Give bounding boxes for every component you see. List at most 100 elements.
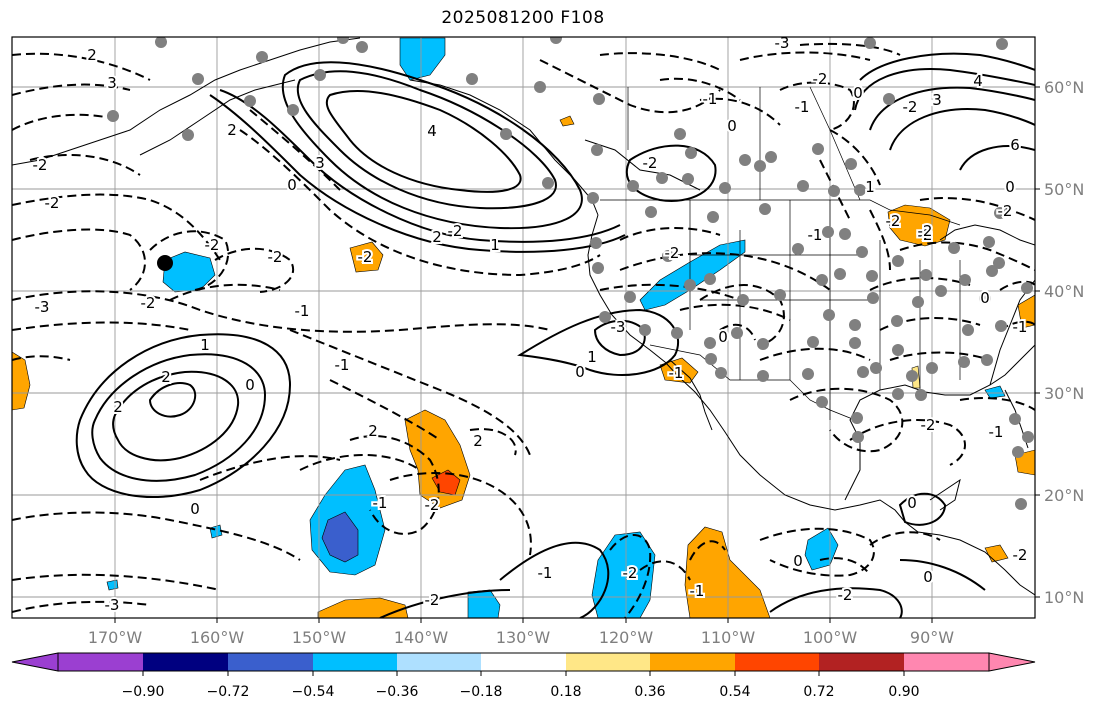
contour-label: -2 [903, 98, 918, 116]
contour-label: 4 [973, 72, 983, 90]
contour-label: 2 [87, 46, 97, 64]
contour-label: 1 [490, 236, 500, 254]
contour-label: -3 [611, 318, 626, 336]
contour-label: 0 [923, 568, 933, 586]
lon-tick-labels: 170°W 160°W 150°W 140°W 130°W 120°W 110°… [88, 628, 954, 647]
contour-label: 6 [1010, 136, 1020, 154]
lon-tick-label: 150°W [292, 628, 347, 647]
contour-label: 0 [727, 117, 737, 135]
contour-label: 0 [287, 176, 297, 194]
contour-label: -2 [205, 236, 220, 254]
colorbar-segment [143, 653, 228, 671]
contour-label: 2 [473, 432, 483, 450]
colorbar-segment [735, 653, 819, 671]
contour-label: 3 [932, 91, 942, 109]
colorbar-segment [228, 653, 313, 671]
contour-label: -1 [1013, 318, 1028, 336]
contour-label: -1 [690, 582, 705, 600]
contour-label: 0 [575, 363, 585, 381]
colorbar-tick-label: −0.72 [207, 684, 250, 700]
lon-tick-label: 100°W [803, 628, 858, 647]
colorbar-segment [566, 653, 650, 671]
contour-label: -1 [373, 494, 388, 512]
lat-tick-marks [1035, 86, 1040, 598]
lat-tick-label: 30°N [1044, 384, 1084, 403]
contours-dashed [12, 42, 1035, 618]
colorbar-segment [904, 653, 989, 671]
colorbar-under-arrow [11, 652, 59, 672]
colorbar-tick-label: −0.36 [376, 684, 419, 700]
contour-label: -2 [623, 564, 638, 582]
orange-region [684, 526, 771, 618]
contour-label: -2 [425, 591, 440, 609]
cyan-region [399, 37, 446, 81]
contour-label: -2 [141, 294, 156, 312]
lat-tick-label: 20°N [1044, 486, 1084, 505]
orange-region [12, 351, 31, 411]
lat-tick-label: 60°N [1044, 78, 1084, 97]
colorbar-tick-label: −0.54 [292, 684, 335, 700]
contour-label: 0 [793, 552, 803, 570]
contour-label: -2 [425, 496, 440, 514]
contour-label: 1 [200, 336, 210, 354]
contour-label: -3 [105, 596, 120, 614]
contour-label: -2 [918, 222, 933, 240]
orange-region [349, 241, 384, 273]
contour-label: 3 [315, 154, 325, 172]
lon-tick-label: 160°W [190, 628, 245, 647]
contour-label: 2 [368, 422, 378, 440]
contour-label: -3 [35, 298, 50, 316]
colorbar-over-arrow [988, 652, 1036, 672]
contour-label: -2 [33, 156, 48, 174]
station-dots [107, 37, 1034, 510]
contour-label: -2 [918, 226, 933, 244]
contour-label: -2 [358, 248, 373, 266]
contour-label: -3 [775, 34, 790, 52]
contour-label: -2 [45, 194, 60, 212]
contour-labels: 2 3 -2 2 -2 -3 -2 1 2 -2 -1 -2 -3 4 3 0 … [31, 34, 1030, 616]
lon-tick-label: 130°W [496, 628, 551, 647]
contour-label: -1 [538, 564, 553, 582]
colorbar-segment [397, 653, 481, 671]
contour-label: 0 [190, 500, 200, 518]
colorbar-tick-label: 0.36 [634, 684, 665, 700]
colorbar-tick-label: −0.18 [460, 684, 503, 700]
colorbar-segment [481, 653, 566, 671]
lon-tick-label: 120°W [599, 628, 654, 647]
contour-label: 3 [107, 74, 117, 92]
map-area: 2 3 -2 2 -2 -3 -2 1 2 -2 -1 -2 -3 4 3 0 … [12, 34, 1035, 618]
contour-label: -2 [643, 154, 658, 172]
lat-tick-label: 10°N [1044, 588, 1084, 607]
contour-label: 1 [865, 178, 875, 196]
lon-tick-label: 170°W [88, 628, 143, 647]
colorbar: −0.90 −0.72 −0.54 −0.36 −0.18 0.18 0.36 … [11, 652, 1036, 700]
contour-label: -1 [335, 356, 350, 374]
colorbar-tick-label: −0.90 [122, 684, 165, 700]
contour-label: 0 [980, 289, 990, 307]
contour-label: -2 [921, 416, 936, 434]
contour-label: -2 [268, 248, 283, 266]
orange-region [1017, 294, 1035, 329]
contour-label: 2 [161, 368, 171, 386]
lon-tick-label: 140°W [394, 628, 449, 647]
contour-label: 4 [427, 122, 437, 140]
map-title: 2025081200 F108 [441, 8, 605, 28]
contour-label: -2 [665, 244, 680, 262]
contour-label: -2 [1013, 546, 1028, 564]
contour-label: -1 [295, 302, 310, 320]
contour-label: -2 [813, 70, 828, 88]
highlight-station-dot [157, 255, 173, 271]
colorbar-segment [819, 653, 904, 671]
contour-label: 0 [1005, 178, 1015, 196]
orange-region [317, 597, 409, 618]
contour-label: -1 [703, 90, 718, 108]
contour-label: 2 [432, 228, 442, 246]
contour-label: -2 [448, 222, 463, 240]
contour-label: -2 [998, 202, 1013, 220]
lon-tick-label: 110°W [701, 628, 756, 647]
cyan-region [984, 385, 1006, 399]
contour-label: -1 [795, 98, 810, 116]
blue-region [321, 511, 359, 563]
colorbar-segment [650, 653, 735, 671]
